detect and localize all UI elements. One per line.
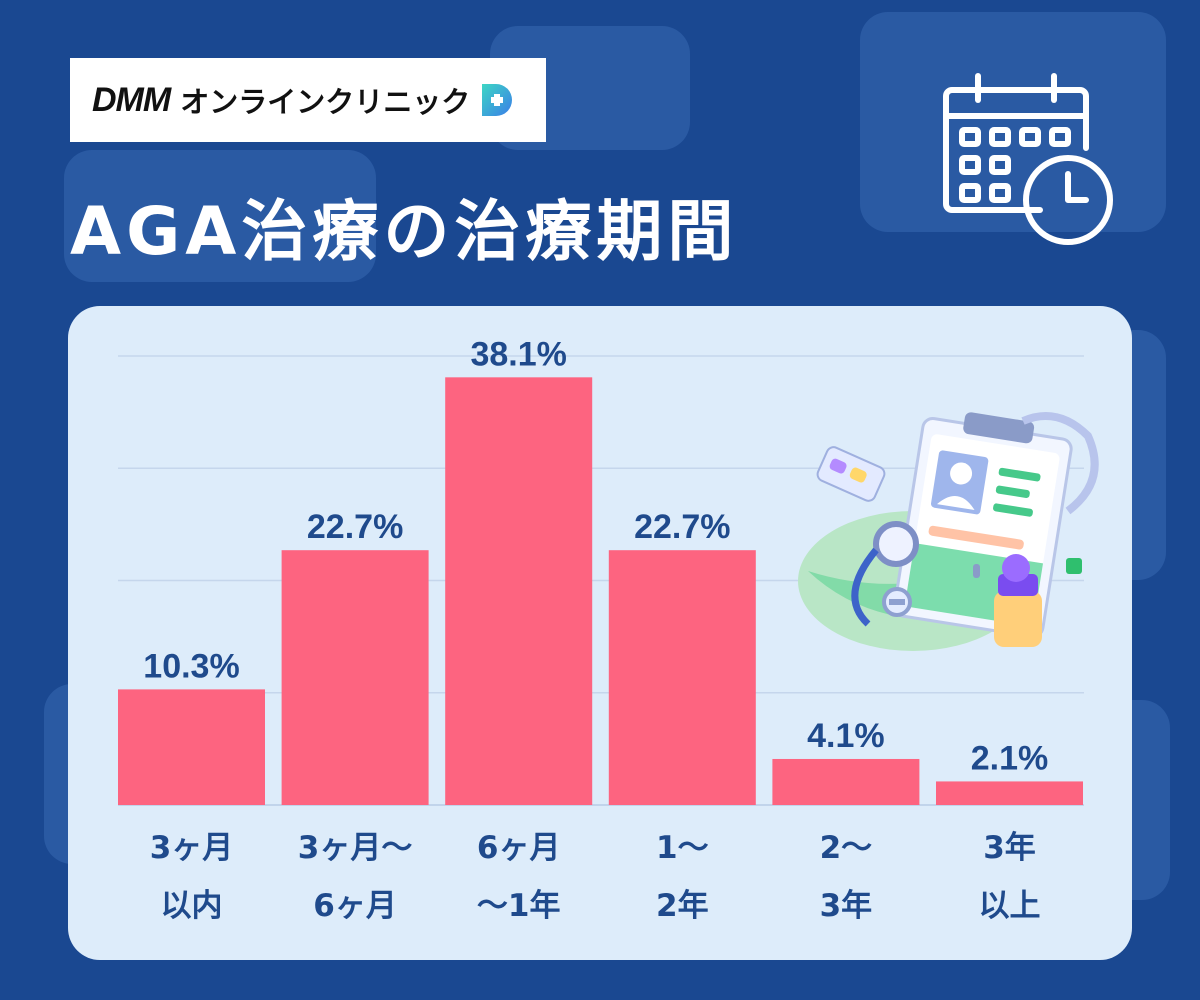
bar <box>936 781 1083 805</box>
data-label: 10.3% <box>143 647 239 685</box>
category-label: 以内 <box>161 888 223 924</box>
page-title: AGA治療の治療期間 <box>70 193 739 270</box>
chart-panel: 10.3% 22.7% 38.1% 22.7% 4.1% 2.1% 3ヶ月以内 3ヶ月〜 6ヶ… <box>68 306 1132 960</box>
category-label: 6ヶ月 <box>477 830 561 866</box>
bar <box>281 550 429 805</box>
data-label: 22.7% <box>634 508 730 546</box>
background-decoration <box>860 12 1166 232</box>
category-label: 3年 <box>820 888 873 924</box>
category-label: 3ヶ月 <box>150 830 234 866</box>
category-label: 以上 <box>979 888 1041 924</box>
category-label: 6ヶ月 <box>313 888 397 924</box>
brand-logo: DMM オンラインクリニック <box>70 58 546 142</box>
data-label: 4.1% <box>807 717 885 755</box>
bar <box>608 550 756 805</box>
category-label: 2年 <box>656 888 709 924</box>
data-label: 22.7% <box>307 508 403 546</box>
bar <box>445 377 593 805</box>
medical-clipboard-illustration <box>798 412 1099 651</box>
category-label: 1〜 <box>656 830 709 866</box>
data-label: 2.1% <box>971 739 1049 777</box>
bar <box>118 689 265 805</box>
bar <box>772 758 920 805</box>
category-label: 3年 <box>983 830 1036 866</box>
brand-service: オンラインクリニック <box>180 85 471 119</box>
category-label: 2〜 <box>820 830 873 866</box>
category-label: 3ヶ月〜 <box>298 830 413 866</box>
calendar-clock-icon <box>943 73 1113 245</box>
brand-name: DMM <box>92 80 171 119</box>
data-label: 38.1% <box>470 335 566 373</box>
background-decoration <box>64 150 376 282</box>
clinic-d-icon <box>482 84 513 116</box>
category-label: 〜1年 <box>477 888 561 924</box>
